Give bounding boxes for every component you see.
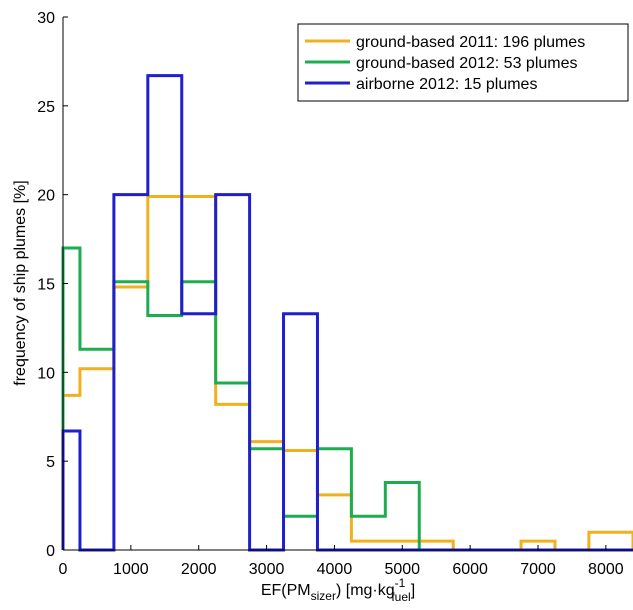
x-tick-label: 5000 bbox=[384, 561, 420, 578]
x-tick-label: 4000 bbox=[317, 561, 353, 578]
legend-box bbox=[297, 23, 629, 102]
x-tick-label: 8000 bbox=[588, 561, 624, 578]
legend: ground-based 2011: 196 plumes ground-base… bbox=[297, 23, 629, 102]
x-axis-title-sub1: sizer bbox=[311, 589, 336, 603]
x-tick-label: 2000 bbox=[181, 561, 217, 578]
x-tick-label: 0 bbox=[59, 561, 68, 578]
plot-background bbox=[63, 17, 633, 550]
y-tick-label: 0 bbox=[46, 543, 55, 560]
x-axis-title-prefix: EF(PM bbox=[261, 582, 311, 599]
x-tick-label: 7000 bbox=[520, 561, 556, 578]
x-axis-title-suffix: ] bbox=[411, 582, 415, 599]
plot-area bbox=[63, 17, 633, 550]
x-axis-title-sub2: fuel bbox=[391, 590, 410, 604]
y-tick-label: 20 bbox=[37, 188, 55, 205]
y-axis-title: frequency of ship plumes [%] bbox=[12, 180, 29, 385]
x-axis-title-mid: ) [mg·kg bbox=[336, 582, 395, 599]
axes-layer: 0 5 10 15 20 25 30 0 1000 2000 3000 4000 5000 6000 700… bbox=[37, 10, 633, 578]
x-axis-title: EF(PMsizer) [mg·kg-1 fuel] bbox=[261, 576, 415, 604]
y-tick-label: 10 bbox=[37, 365, 55, 382]
legend-label-1: ground-based 2011: 196 plumes bbox=[356, 34, 585, 51]
y-tick-label: 5 bbox=[46, 454, 55, 471]
y-tick-label: 30 bbox=[37, 10, 55, 27]
y-tick-label: 15 bbox=[37, 277, 55, 294]
x-axis-title-sup: -1 bbox=[395, 576, 406, 590]
x-tick-label: 6000 bbox=[452, 561, 488, 578]
x-tick-label: 3000 bbox=[249, 561, 285, 578]
x-tick-label: 1000 bbox=[113, 561, 149, 578]
y-tick-label: 25 bbox=[37, 99, 55, 116]
legend-label-3: airborne 2012: 15 plumes bbox=[356, 76, 537, 93]
legend-label-2: ground-based 2012: 53 plumes bbox=[356, 55, 578, 72]
